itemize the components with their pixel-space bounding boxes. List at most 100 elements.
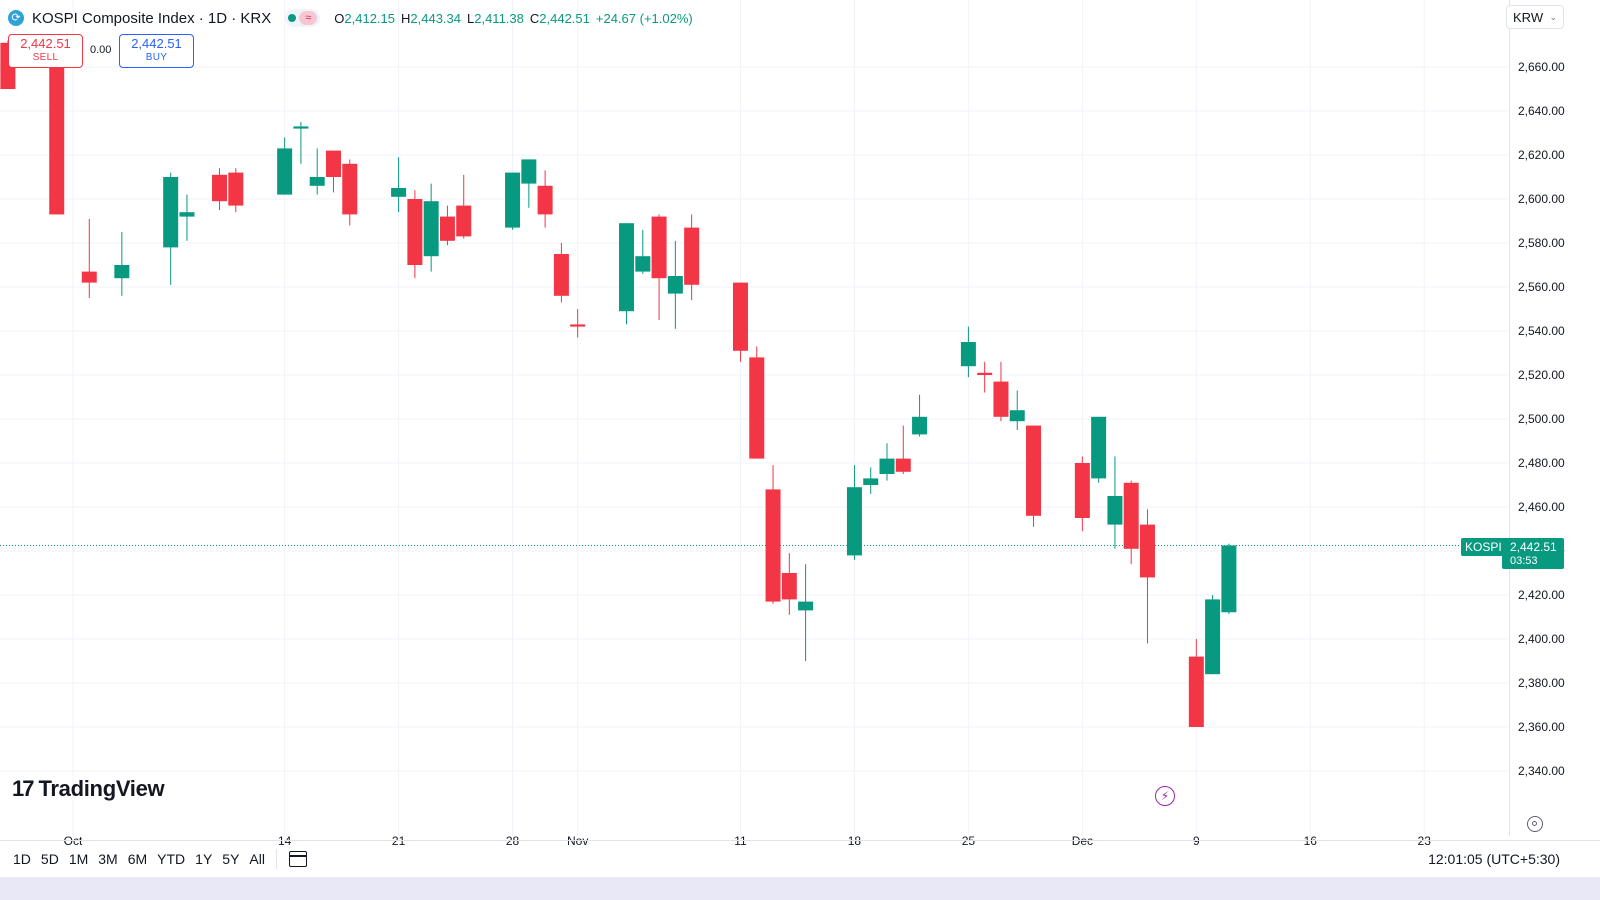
- candle[interactable]: [212, 168, 228, 210]
- sell-button[interactable]: 2,442.51 SELL: [8, 34, 83, 68]
- candle[interactable]: [684, 214, 700, 301]
- market-status[interactable]: ≈: [285, 9, 321, 27]
- candle-body: [423, 201, 439, 257]
- symbol-logo-icon[interactable]: ⟳: [8, 10, 24, 26]
- candle[interactable]: [993, 361, 1009, 422]
- candle-body: [342, 163, 358, 215]
- candle[interactable]: [1205, 595, 1221, 675]
- candle[interactable]: [1074, 456, 1090, 532]
- candle[interactable]: [553, 243, 569, 303]
- last-price-symbol-tag: KOSPI: [1461, 538, 1506, 556]
- candle[interactable]: [977, 361, 993, 393]
- candle[interactable]: [1091, 416, 1107, 483]
- candle[interactable]: [407, 190, 423, 279]
- candle[interactable]: [1009, 390, 1025, 430]
- range-button-all[interactable]: All: [249, 851, 265, 867]
- candle[interactable]: [277, 137, 293, 195]
- candle[interactable]: [651, 214, 667, 320]
- candle[interactable]: [1123, 480, 1139, 565]
- chevron-down-icon: ⌄: [1549, 11, 1557, 22]
- candle-body: [1205, 599, 1221, 675]
- candle[interactable]: [1188, 639, 1204, 727]
- candle[interactable]: [163, 172, 179, 285]
- candle-body: [977, 372, 993, 375]
- candle[interactable]: [879, 443, 895, 481]
- candle[interactable]: [456, 174, 472, 239]
- candle[interactable]: [846, 465, 862, 560]
- candle[interactable]: [521, 159, 537, 208]
- y-tick-label: 2,520.00: [1518, 368, 1565, 382]
- ohlc-open: 2,412.15: [344, 10, 395, 26]
- candle-body: [846, 487, 862, 556]
- candle[interactable]: [293, 122, 309, 164]
- lightning-event-icon[interactable]: ⚡: [1155, 786, 1175, 806]
- buy-price: 2,442.51: [131, 36, 182, 51]
- candle[interactable]: [1026, 425, 1042, 527]
- candle[interactable]: [439, 205, 455, 246]
- tradingview-logo[interactable]: 17 TradingView: [12, 776, 165, 802]
- candle-body: [1074, 463, 1090, 518]
- candle[interactable]: [1139, 509, 1155, 644]
- candle[interactable]: [619, 223, 635, 325]
- candle[interactable]: [749, 346, 765, 459]
- candle-body: [212, 174, 228, 202]
- candle-body: [684, 227, 700, 285]
- y-tick-label: 2,560.00: [1518, 280, 1565, 294]
- gear-icon[interactable]: [1527, 816, 1543, 832]
- candle[interactable]: [781, 553, 797, 615]
- candle[interactable]: [81, 218, 97, 298]
- timezone-clock[interactable]: 12:01:05 (UTC+5:30): [1428, 851, 1560, 867]
- candle-body: [407, 199, 423, 265]
- candle[interactable]: [325, 150, 341, 193]
- candle[interactable]: [309, 148, 325, 195]
- candle-body: [179, 212, 195, 217]
- candle-body: [619, 223, 635, 312]
- candle[interactable]: [635, 229, 651, 274]
- symbol-title[interactable]: KOSPI Composite Index · 1D · KRX: [32, 9, 272, 27]
- candle-body: [1139, 524, 1155, 578]
- ohlc-high: 2,443.34: [410, 10, 461, 26]
- buy-label: BUY: [145, 52, 168, 63]
- candle-body: [277, 148, 293, 195]
- candle[interactable]: [912, 394, 928, 437]
- range-button-1d[interactable]: 1D: [13, 851, 31, 867]
- candlestick-chart[interactable]: [0, 0, 1510, 836]
- candle[interactable]: [570, 309, 586, 338]
- candle-body: [993, 381, 1009, 417]
- range-button-5y[interactable]: 5Y: [222, 851, 240, 867]
- candle[interactable]: [765, 465, 781, 604]
- candle[interactable]: [228, 168, 244, 213]
- y-tick-label: 2,540.00: [1518, 324, 1565, 338]
- candle[interactable]: [49, 49, 65, 215]
- chart-header: ⟳ KOSPI Composite Index · 1D · KRX ≈ O2,…: [8, 6, 693, 30]
- buy-button[interactable]: 2,442.51 BUY: [119, 34, 194, 68]
- candle[interactable]: [423, 183, 439, 272]
- calendar-icon[interactable]: [288, 851, 307, 867]
- candle[interactable]: [895, 425, 911, 474]
- time-axis[interactable]: Oct142128Nov111825Dec916232025: [0, 826, 1510, 858]
- price-axis[interactable]: 2,340.00 2,360.00 2,380.00 2,400.00 2,420.00…: [1510, 0, 1600, 836]
- candle[interactable]: [342, 159, 358, 226]
- candle[interactable]: [391, 157, 407, 213]
- candle[interactable]: [863, 467, 879, 494]
- currency-select[interactable]: KRW ⌄: [1506, 5, 1564, 29]
- range-button-5d[interactable]: 5D: [40, 851, 59, 867]
- candle[interactable]: [732, 282, 748, 362]
- candle[interactable]: [1221, 543, 1237, 614]
- range-button-1m[interactable]: 1M: [68, 851, 89, 867]
- candle[interactable]: [505, 172, 521, 230]
- candle[interactable]: [114, 232, 130, 296]
- candle[interactable]: [1107, 456, 1123, 549]
- range-button-3m[interactable]: 3M: [98, 851, 118, 867]
- range-button-ytd[interactable]: YTD: [157, 851, 186, 867]
- range-button-6m[interactable]: 6M: [127, 851, 148, 867]
- candle[interactable]: [179, 194, 195, 241]
- x-tick-label: 23: [1418, 834, 1432, 848]
- candle[interactable]: [960, 326, 976, 378]
- candle[interactable]: [537, 170, 553, 228]
- candle[interactable]: [798, 564, 814, 661]
- candle[interactable]: [667, 240, 683, 329]
- ohlc-legend: O2,412.15 H2,443.34 L2,411.38 C2,442.51 …: [334, 10, 693, 26]
- range-button-1y[interactable]: 1Y: [195, 851, 213, 867]
- y-tick-label: 2,580.00: [1518, 236, 1565, 250]
